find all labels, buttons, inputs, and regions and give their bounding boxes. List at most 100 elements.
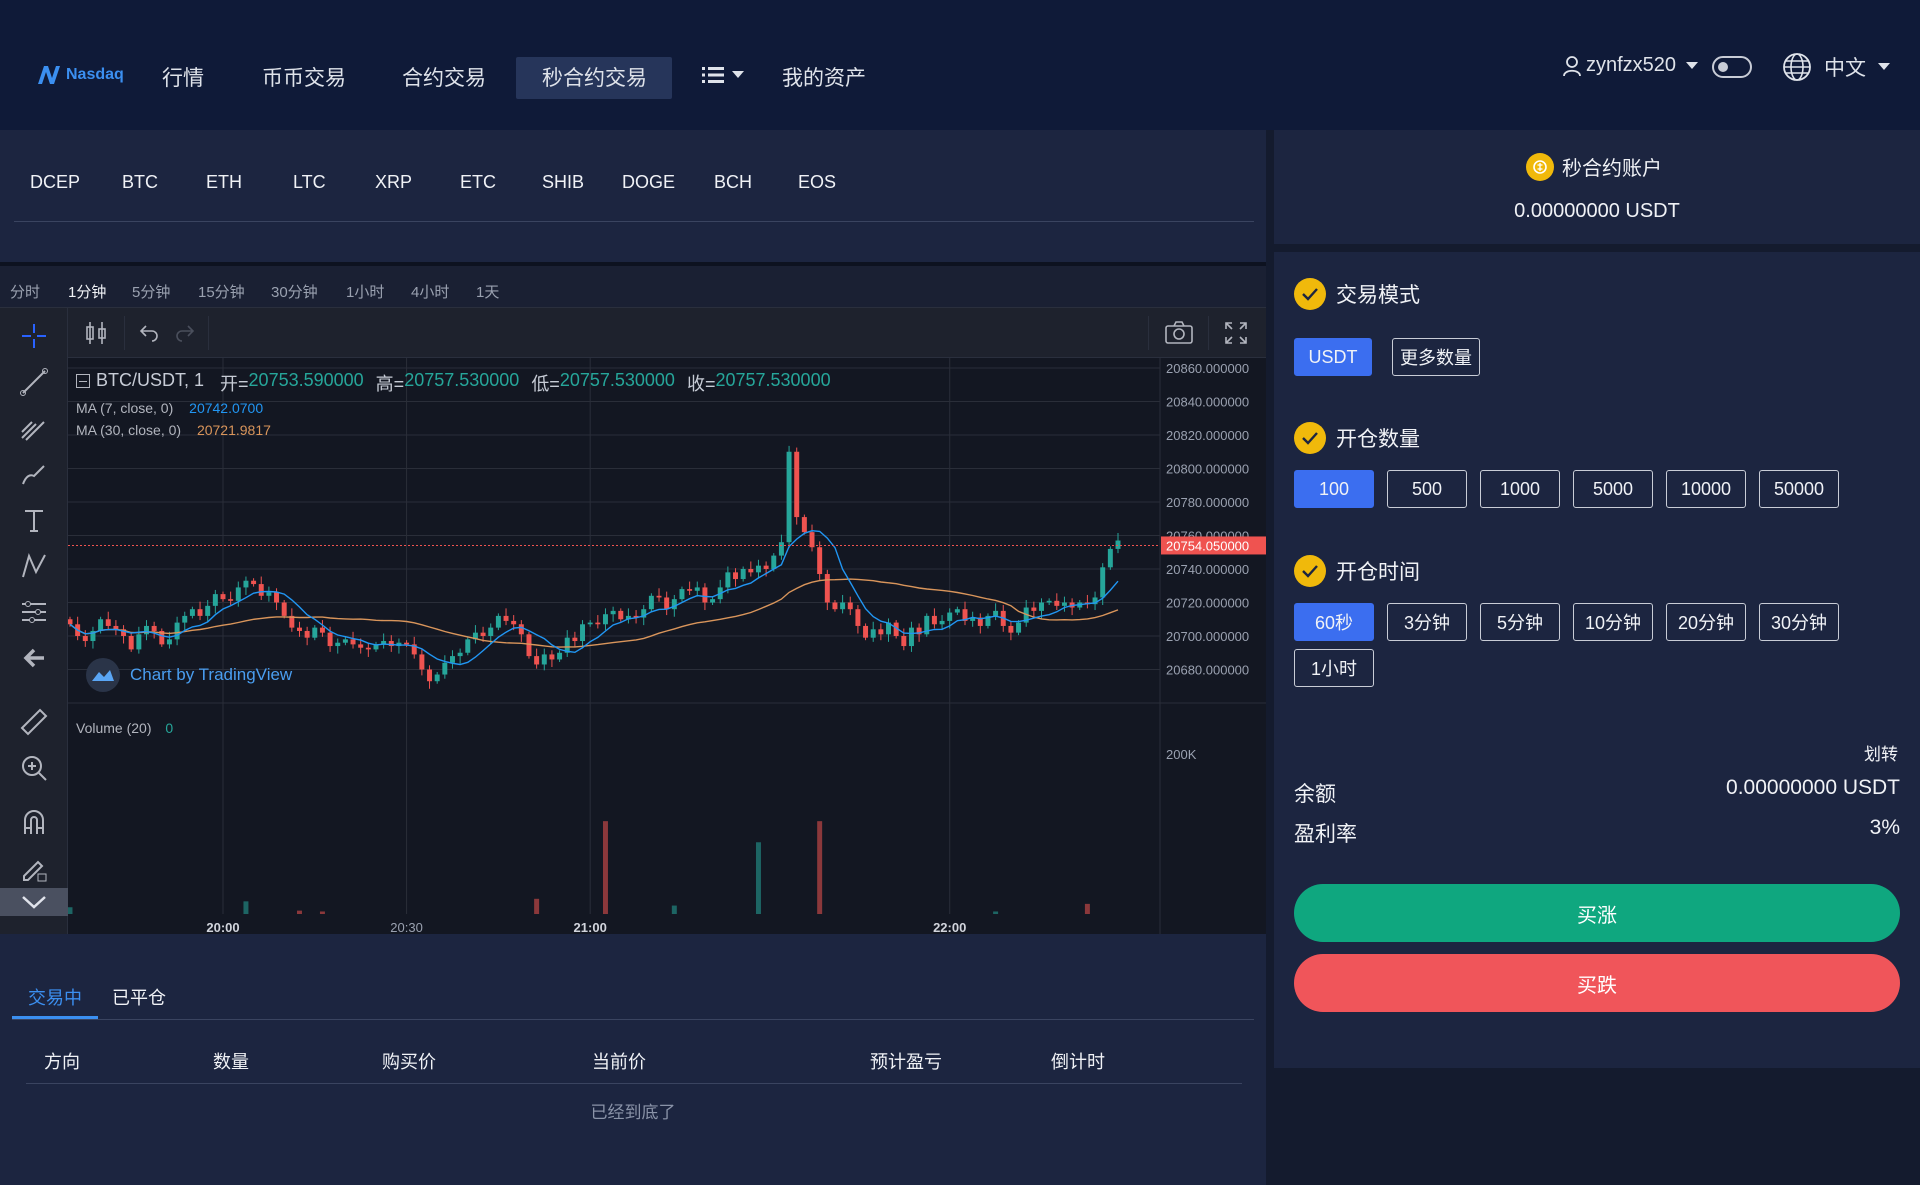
candle [694,587,700,591]
coin-tab-btc[interactable]: BTC [122,172,158,192]
candle [228,599,234,601]
tab-closed[interactable]: 已平仓 [112,988,166,1008]
qty-100-button[interactable]: 100 [1294,470,1374,508]
interval-1d[interactable]: 1天 [476,284,500,301]
camera-icon[interactable] [1164,320,1194,346]
logo[interactable]: Nasdaq [36,64,124,86]
coin-tab-shib[interactable]: SHIB [542,172,585,192]
qty-10000-button[interactable]: 10000 [1666,470,1746,508]
open-qty-title-text: 开仓数量 [1336,428,1420,451]
time-1h-button[interactable]: 1小时 [1294,649,1374,687]
fib-tool-icon[interactable] [18,412,50,444]
candle [1016,622,1022,633]
coin-tab-doge[interactable]: DOGE [622,172,676,192]
arrow-back-icon[interactable] [18,642,50,674]
interval-15m[interactable]: 15分钟 [198,284,245,301]
redo-icon[interactable] [174,322,196,342]
qty-1000-button[interactable]: 1000 [1480,470,1560,508]
candle [144,625,149,635]
transfer-link[interactable]: 划转 [1864,745,1898,764]
candle [832,602,838,610]
nav-contract-trading[interactable]: 合约交易 [402,67,486,90]
qty-50000-button[interactable]: 50000 [1759,470,1839,508]
brush-icon[interactable] [18,458,50,490]
candle [449,656,455,663]
tradingview-watermark-text: Chart by TradingView [130,665,293,684]
coin-tab-etc[interactable]: ETC [460,172,496,192]
coin-tab-bch[interactable]: BCH [714,172,753,192]
legend-volume-label: Volume (20) [76,720,152,736]
time-60s-button[interactable]: 60秒 [1294,603,1374,641]
candle-style-icon[interactable] [84,320,108,346]
interval-4h[interactable]: 4小时 [411,284,450,301]
prediction-tool-icon[interactable] [18,596,50,628]
price-chart[interactable]: 20860.000000 20840.000000 20820.000000 2080… [68,358,1266,938]
volume-bar [297,910,302,914]
ruler-icon[interactable] [18,706,50,738]
time-20m-button[interactable]: 20分钟 [1666,603,1746,641]
mode-more-qty-button[interactable]: 更多数量 [1392,338,1480,376]
nav-second-contract[interactable]: 秒合约交易 [542,67,647,90]
interval-1h[interactable]: 1小时 [346,284,385,301]
toolbar-collapse[interactable] [0,888,68,916]
candle [641,609,647,618]
legend-high-value: 20757.530000 [404,370,520,390]
user-menu[interactable]: zynfzx520 [1562,54,1699,77]
qty-5000-button[interactable]: 5000 [1573,470,1653,508]
candle [1061,602,1067,606]
buy-up-button[interactable]: 买涨 [1294,884,1900,942]
tradingview-watermark[interactable]: Chart by TradingView [86,658,292,692]
interval-1m[interactable]: 1分钟 [68,284,107,301]
nav-market[interactable]: 行情 [162,67,204,90]
candle [281,602,287,616]
coin-tab-eth[interactable]: ETH [206,172,242,192]
candle [748,569,754,573]
current-price-tag [1161,536,1266,555]
volume-bar [534,898,540,914]
check-icon [1294,278,1326,310]
candle [434,674,440,682]
balance-label: 余额 [1294,783,1336,806]
mode-usdt-button[interactable]: USDT [1294,338,1372,376]
time-10m-button[interactable]: 10分钟 [1573,603,1653,641]
coin-tab-ltc[interactable]: LTC [293,172,326,192]
coin-tab-eos[interactable]: EOS [798,172,837,192]
candle [824,574,830,603]
crosshair-icon[interactable] [18,320,50,352]
theme-toggle[interactable] [1712,56,1752,78]
undo-icon[interactable] [138,322,160,342]
interval-30m[interactable]: 30分钟 [271,284,318,301]
toolbar-divider [124,316,125,350]
zoom-in-icon[interactable] [18,752,50,784]
qty-500-button[interactable]: 500 [1387,470,1467,508]
nav-spot-trading[interactable]: 币币交易 [262,67,346,90]
volume-tick-label: 200K [1166,747,1197,762]
coin-tab-dcep[interactable]: DCEP [30,172,81,192]
interval-5m[interactable]: 5分钟 [132,284,171,301]
nav-my-assets[interactable]: 我的资产 [782,67,866,90]
nav-more-menu[interactable] [702,66,744,84]
text-tool-icon[interactable] [18,504,50,536]
fullscreen-icon[interactable] [1224,321,1248,345]
language-selector[interactable]: 中文 [1782,52,1890,82]
interval-timeline[interactable]: 分时 [10,284,41,301]
pattern-tool-icon[interactable] [18,550,50,582]
time-5m-button[interactable]: 5分钟 [1480,603,1560,641]
time-3m-button[interactable]: 3分钟 [1387,603,1467,641]
right-panel-footer [1274,1068,1920,1185]
magnet-icon[interactable] [18,806,50,838]
buy-down-button[interactable]: 买跌 [1294,954,1900,1012]
nasdaq-logo-icon [38,66,60,84]
time-30m-button[interactable]: 30分钟 [1759,603,1839,641]
candle [136,634,142,650]
price-chart-svg[interactable]: 20860.000000 20840.000000 20820.000000 2080… [68,358,1266,938]
profit-rate-label: 盈利率 [1294,823,1357,846]
trend-line-icon[interactable] [18,366,50,398]
legend-collapse-icon[interactable] [76,374,90,388]
lock-drawings-icon[interactable] [18,852,50,884]
candle [901,636,907,647]
legend-volume-value: 0 [165,720,174,736]
tab-in-trading[interactable]: 交易中 [28,988,82,1008]
coin-tab-xrp[interactable]: XRP [375,172,413,192]
candle [128,636,134,650]
